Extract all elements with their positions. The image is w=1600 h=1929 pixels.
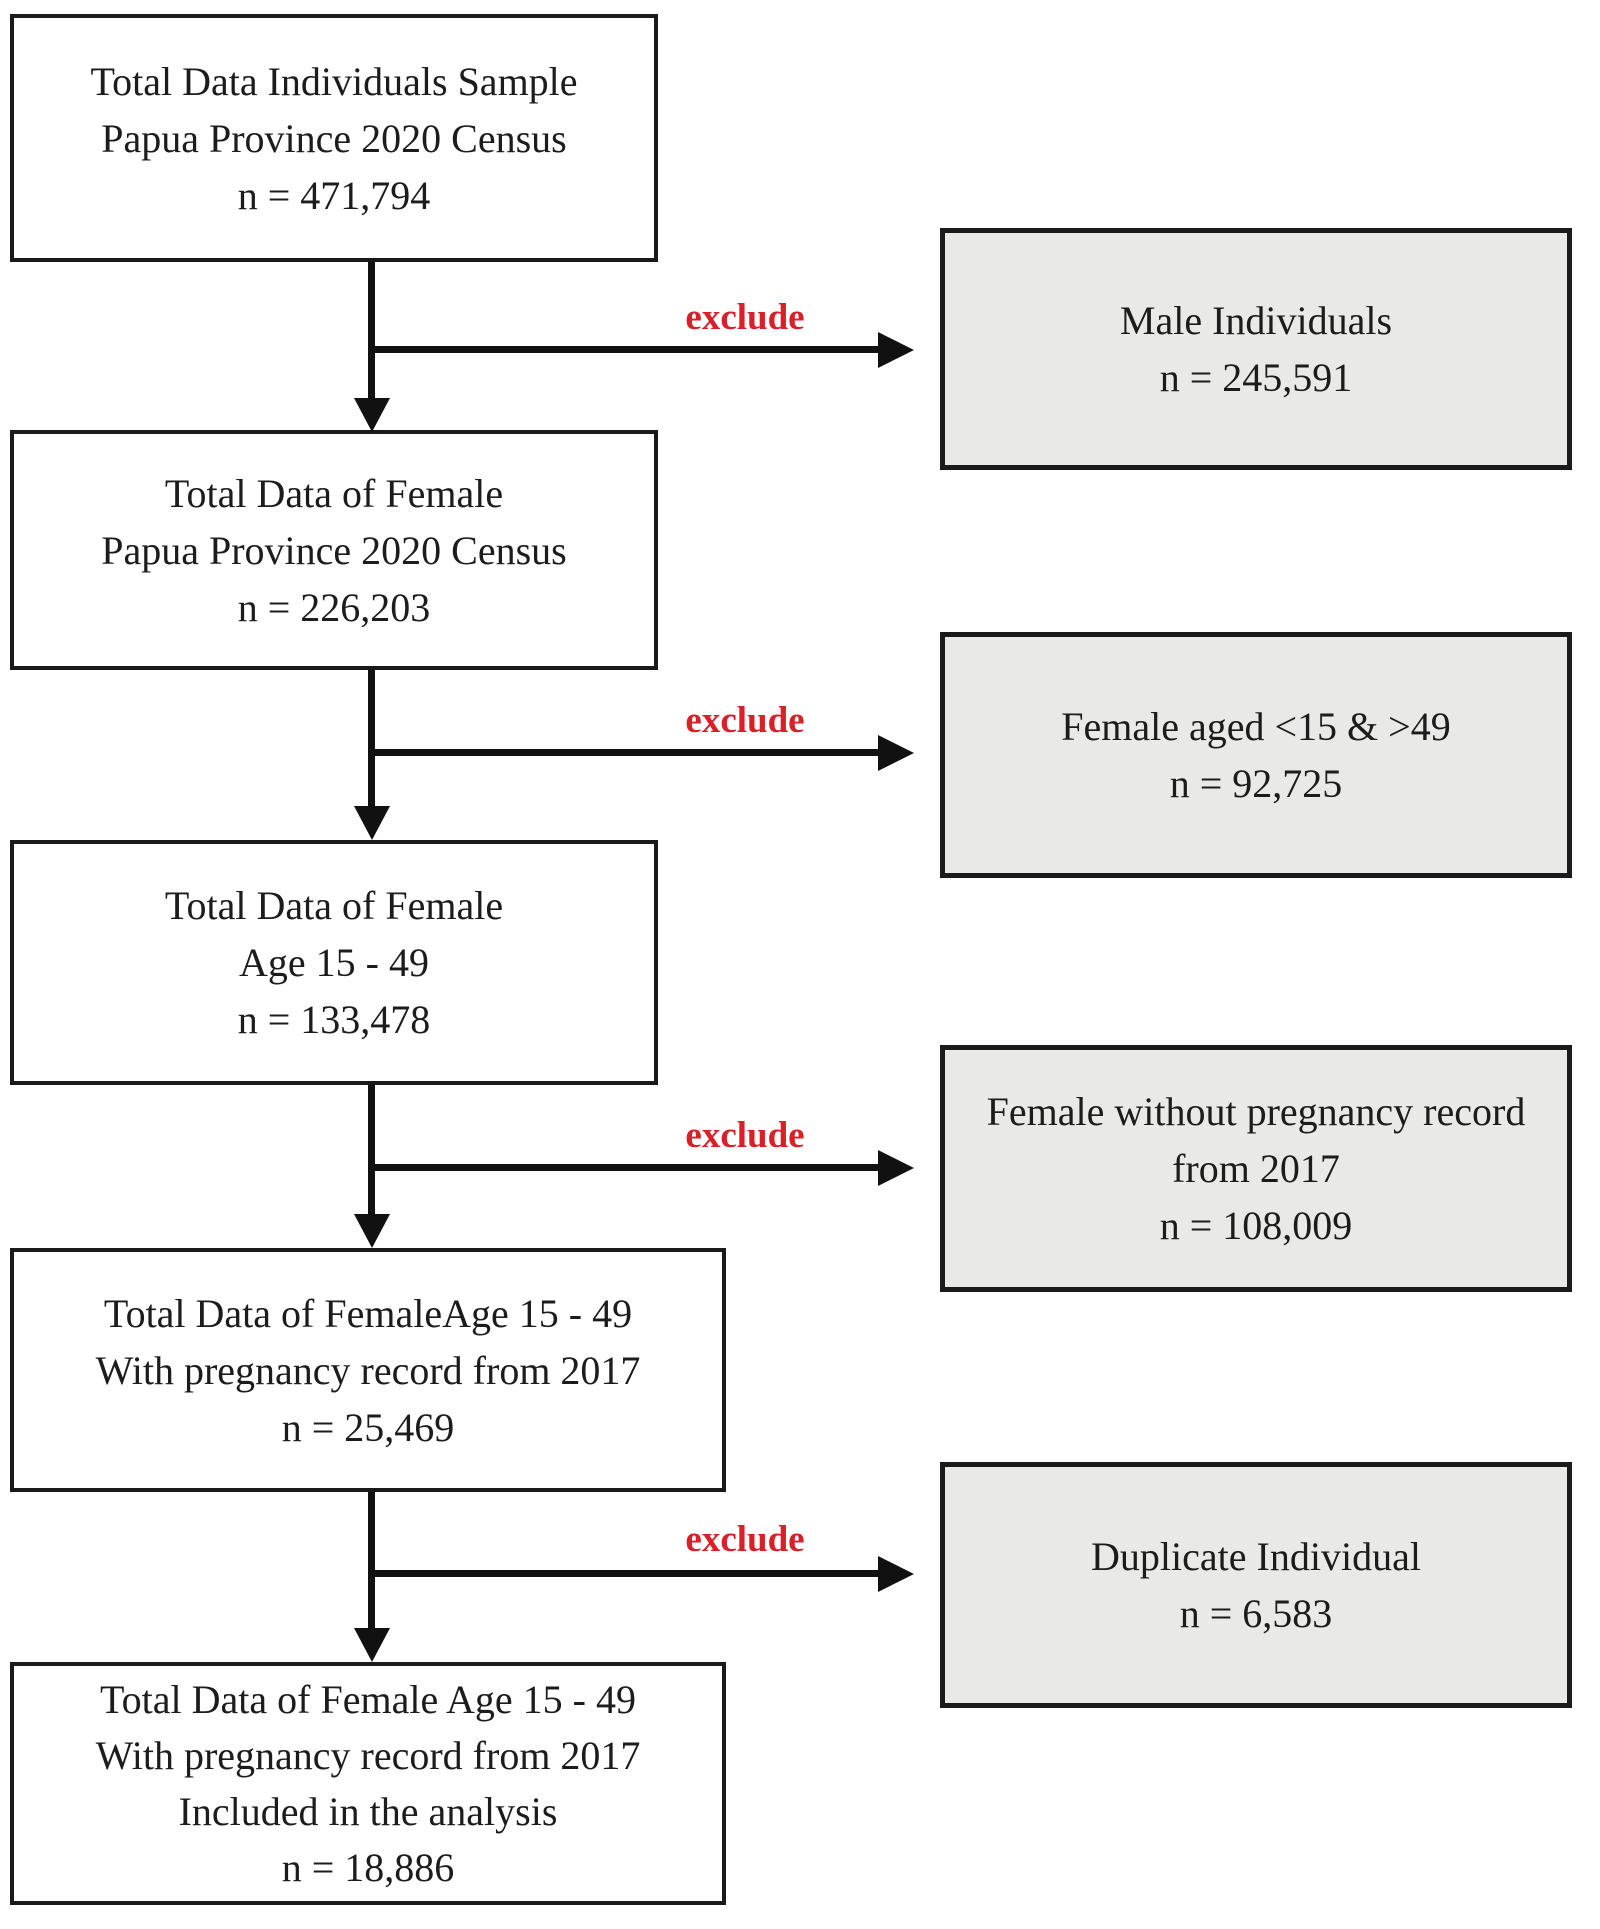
box-line: n = 133,478 <box>237 997 431 1042</box>
exclusion-box-female-age: Female aged <15 & >49 n = 92,725 <box>940 632 1572 878</box>
box-line: Female aged <15 & >49 <box>1061 704 1451 749</box>
box-line: n = 108,009 <box>1159 1203 1353 1248</box>
box-line: n = 226,203 <box>237 584 431 630</box>
box-line: Included in the analysis <box>178 1788 558 1834</box>
arrow-down-head-icon <box>354 1628 390 1662</box>
box-line: Total Data of FemaleAge 15 - 49 <box>103 1290 633 1336</box>
flow-box-included-in-analysis: Total Data of Female Age 15 - 49 With pr… <box>10 1662 726 1905</box>
exclusion-box-male-individuals: Male Individuals n = 245,591 <box>940 228 1572 470</box>
exclude-label: exclude <box>685 1519 805 1560</box>
arrow-right-line-1 <box>372 346 880 353</box>
box-line: With pregnancy record from 2017 <box>95 1732 641 1778</box>
box-line: Female without pregnancy record <box>986 1089 1526 1134</box>
arrow-right-line-2 <box>372 749 880 756</box>
arrow-right-line-4 <box>372 1570 880 1577</box>
exclude-label: exclude <box>685 700 805 741</box>
box-line: Age 15 - 49 <box>239 940 429 985</box>
box-line: Papua Province 2020 Census <box>101 527 567 573</box>
box-line: n = 92,725 <box>1169 761 1343 806</box>
box-line: Male Individuals <box>1119 298 1393 343</box>
arrow-down-line-4 <box>368 1492 375 1630</box>
exclusion-box-duplicate-individual: Duplicate Individual n = 6,583 <box>940 1462 1572 1708</box>
box-line: n = 245,591 <box>1159 355 1353 400</box>
box-line: Total Data of Female <box>164 883 504 928</box>
flow-box-female-age-15-49: Total Data of Female Age 15 - 49 n = 133… <box>10 840 658 1085</box>
box-line: Papua Province 2020 Census <box>101 115 567 161</box>
arrow-right-head-icon <box>878 1150 914 1186</box>
flow-box-total-individuals: Total Data Individuals Sample Papua Prov… <box>10 14 658 262</box>
arrow-right-head-icon <box>878 332 914 368</box>
box-line: With pregnancy record from 2017 <box>95 1347 641 1393</box>
arrow-down-head-icon <box>354 398 390 432</box>
flow-box-total-female: Total Data of Female Papua Province 2020… <box>10 430 658 670</box>
box-line: Duplicate Individual <box>1091 1534 1421 1579</box>
arrow-right-head-icon <box>878 735 914 771</box>
box-line: n = 6,583 <box>1179 1591 1333 1636</box>
box-line: Total Data of Female <box>164 470 504 516</box>
flow-box-pregnancy-record: Total Data of FemaleAge 15 - 49 With pre… <box>10 1248 726 1492</box>
exclude-label: exclude <box>685 1115 805 1156</box>
exclude-label: exclude <box>685 297 805 338</box>
box-line: n = 18,886 <box>281 1844 455 1890</box>
box-line: from 2017 <box>1172 1146 1340 1191</box>
box-line: n = 25,469 <box>281 1404 455 1450</box>
arrow-down-line-1 <box>368 262 375 400</box>
box-line: Total Data of Female Age 15 - 49 <box>100 1676 636 1722</box>
box-line: n = 471,794 <box>237 172 431 218</box>
arrow-down-head-icon <box>354 1214 390 1248</box>
arrow-down-line-3 <box>368 1085 375 1216</box>
arrow-right-head-icon <box>878 1556 914 1592</box>
arrow-right-line-3 <box>372 1164 880 1171</box>
box-line: Total Data Individuals Sample <box>90 58 578 104</box>
arrow-down-head-icon <box>354 806 390 840</box>
exclusion-box-no-pregnancy-record: Female without pregnancy record from 201… <box>940 1045 1572 1292</box>
arrow-down-line-2 <box>368 670 375 808</box>
